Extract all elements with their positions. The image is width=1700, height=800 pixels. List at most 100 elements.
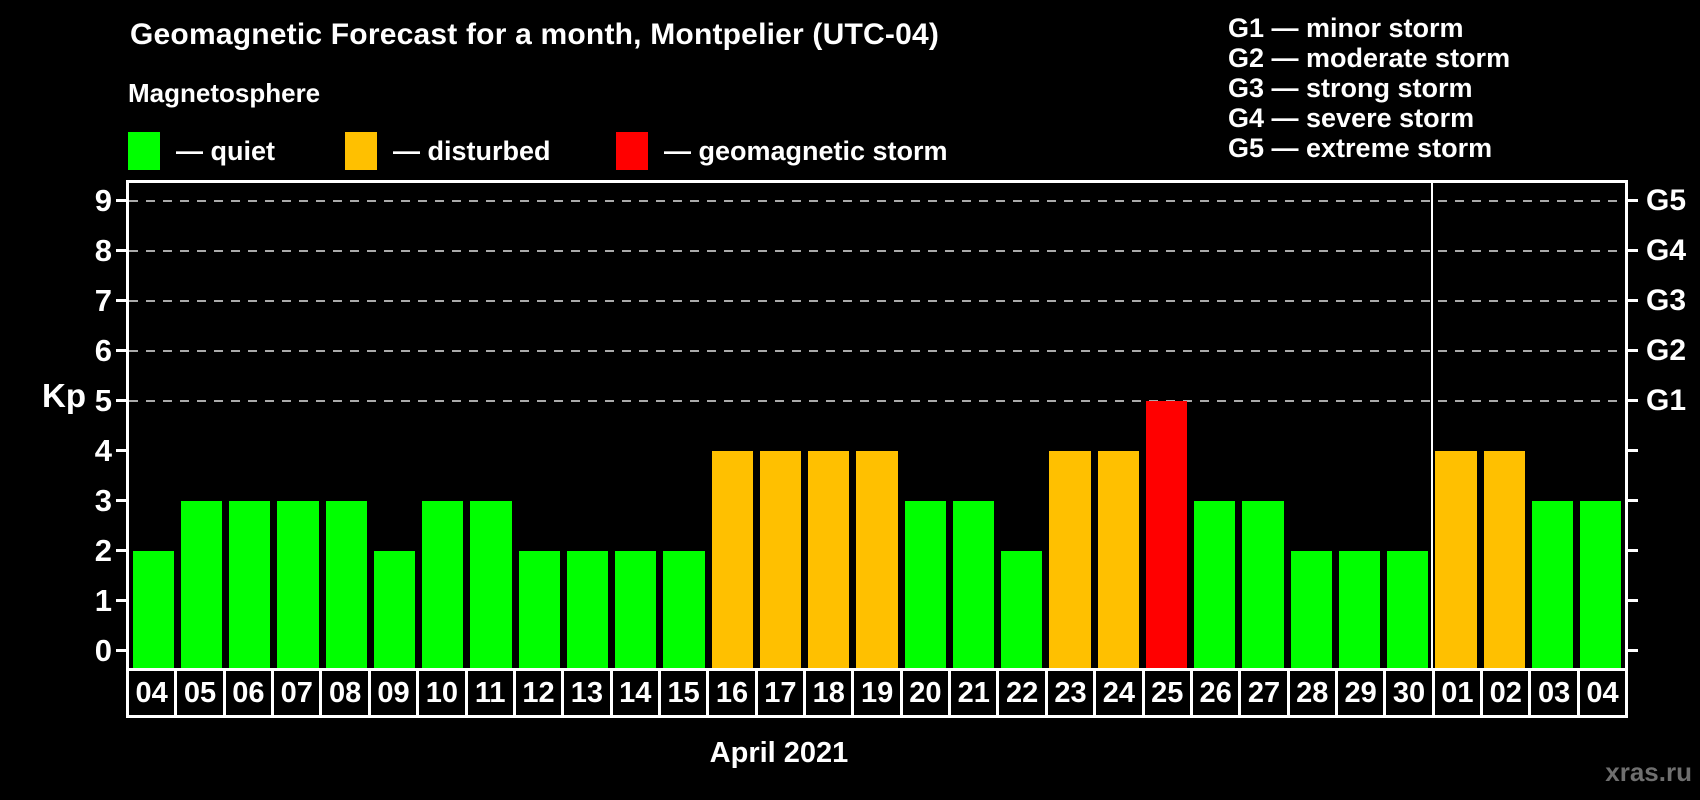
legend-title: Magnetosphere xyxy=(128,78,321,108)
bar-day-05 xyxy=(180,500,222,668)
y-tick-left-8 xyxy=(116,249,126,252)
kp-tick-label-0: 0 xyxy=(94,632,112,668)
kp-tick-label-9: 9 xyxy=(94,182,112,218)
g-scale-label-G5: G5 xyxy=(1646,183,1687,217)
kp-tick-label-7: 7 xyxy=(94,282,112,318)
y-tick-right-3 xyxy=(1628,499,1638,502)
x-label-25: 25 xyxy=(1141,668,1193,718)
kp-tick-label-1: 1 xyxy=(94,582,112,618)
y-axis-title: Kp xyxy=(42,377,86,414)
x-label-19: 19 xyxy=(851,668,903,718)
legend-swatch-quiet xyxy=(128,132,160,170)
x-label-03: 03 xyxy=(1528,668,1580,718)
g-scale-label-G3: G3 xyxy=(1646,283,1687,317)
x-label-22: 22 xyxy=(996,668,1048,718)
bar-day-01 xyxy=(1435,450,1477,668)
bar-day-29 xyxy=(1338,550,1381,668)
bar-day-27 xyxy=(1242,500,1284,668)
bar-day-24 xyxy=(1097,450,1139,668)
kp-tick-label-4: 4 xyxy=(94,432,112,468)
bar-day-07 xyxy=(277,500,319,668)
bar-day-22 xyxy=(1001,550,1043,668)
bar-day-04 xyxy=(132,550,174,668)
g-scale-legend: G1 — minor storm G2 — moderate storm G3 … xyxy=(1228,13,1510,163)
x-label-05: 05 xyxy=(174,668,226,718)
g-scale-label-G2: G2 xyxy=(1646,333,1687,367)
y-tick-left-9 xyxy=(116,199,126,202)
y-tick-left-7 xyxy=(116,299,126,302)
bar-day-13 xyxy=(566,550,609,668)
x-label-23: 23 xyxy=(1044,668,1097,718)
bar-day-19 xyxy=(856,450,898,668)
bar-day-11 xyxy=(470,500,512,668)
y-tick-left-6 xyxy=(116,349,126,352)
legend-swatch-disturbed xyxy=(345,132,377,170)
g-scale-label-G1: G1 xyxy=(1646,383,1687,417)
bar-day-12 xyxy=(518,550,560,668)
bar-day-16 xyxy=(711,450,753,668)
y-tick-right-2 xyxy=(1628,549,1638,552)
g-scale-legend-line-4: G4 — severe storm xyxy=(1228,103,1475,133)
bar-day-06 xyxy=(229,500,271,668)
g-scale-label-G4: G4 xyxy=(1646,233,1687,267)
x-label-20: 20 xyxy=(899,668,952,718)
x-label-17: 17 xyxy=(754,668,807,718)
kp-tick-label-3: 3 xyxy=(94,482,112,518)
bar-day-08 xyxy=(325,500,367,668)
x-label-28: 28 xyxy=(1286,668,1338,718)
bar-day-17 xyxy=(759,450,802,668)
g-scale-legend-line-1: G1 — minor storm xyxy=(1228,13,1464,43)
y-tick-right-6 xyxy=(1628,349,1638,352)
y-tick-right-5 xyxy=(1628,399,1638,402)
x-label-16: 16 xyxy=(706,668,758,718)
legend-label-disturbed: — disturbed xyxy=(393,135,551,166)
y-tick-left-4 xyxy=(116,449,126,452)
legend-item-disturbed: — disturbed xyxy=(345,131,551,171)
plot-area xyxy=(126,180,1628,671)
y-tick-right-1 xyxy=(1628,599,1638,602)
bar-day-15 xyxy=(663,550,705,668)
x-label-15: 15 xyxy=(657,668,710,718)
x-label-21: 21 xyxy=(948,668,1000,718)
x-label-04: 04 xyxy=(1576,668,1629,718)
bar-day-14 xyxy=(615,550,657,668)
y-tick-left-3 xyxy=(116,499,126,502)
x-label-09: 09 xyxy=(367,668,420,718)
bar-day-18 xyxy=(808,450,850,668)
x-label-18: 18 xyxy=(803,668,855,718)
x-axis-label-row: 04 05 06 07 08 09 10 11 12 13 14 15 16 17 18 19 20 21 22 23… xyxy=(126,668,1629,718)
g-scale-legend-line-3: G3 — strong storm xyxy=(1228,73,1473,103)
legend-swatch-storm xyxy=(616,132,648,170)
plot-inner xyxy=(129,183,1625,668)
kp-tick-label-2: 2 xyxy=(94,532,112,568)
x-label-02: 02 xyxy=(1480,668,1532,718)
watermark: xras.ru xyxy=(1605,757,1692,787)
x-label-11: 11 xyxy=(464,668,516,718)
legend-item-quiet: — quiet xyxy=(128,131,275,171)
x-label-14: 14 xyxy=(609,668,661,718)
y-tick-right-4 xyxy=(1628,449,1638,452)
legend-item-storm: — geomagnetic storm xyxy=(616,131,948,171)
bar-day-03 xyxy=(1531,500,1574,668)
legend-label-storm: — geomagnetic storm xyxy=(664,135,948,166)
gridline-kp8 xyxy=(129,249,1625,252)
x-label-29: 29 xyxy=(1334,668,1387,718)
x-label-04: 04 xyxy=(126,668,178,718)
x-label-06: 06 xyxy=(222,668,275,718)
y-tick-left-2 xyxy=(116,549,126,552)
bar-day-25 xyxy=(1145,400,1188,668)
x-label-12: 12 xyxy=(512,668,565,718)
kp-tick-label-5: 5 xyxy=(94,382,112,418)
x-label-07: 07 xyxy=(271,668,323,718)
x-label-13: 13 xyxy=(561,668,613,718)
kp-tick-label-8: 8 xyxy=(94,232,112,268)
y-tick-left-5 xyxy=(116,399,126,402)
bar-day-20 xyxy=(904,500,946,668)
x-label-30: 30 xyxy=(1383,668,1435,718)
bar-day-21 xyxy=(952,500,995,668)
x-label-26: 26 xyxy=(1189,668,1242,718)
bar-day-02 xyxy=(1483,450,1525,668)
y-tick-right-7 xyxy=(1628,299,1638,302)
y-tick-right-0 xyxy=(1628,649,1638,652)
